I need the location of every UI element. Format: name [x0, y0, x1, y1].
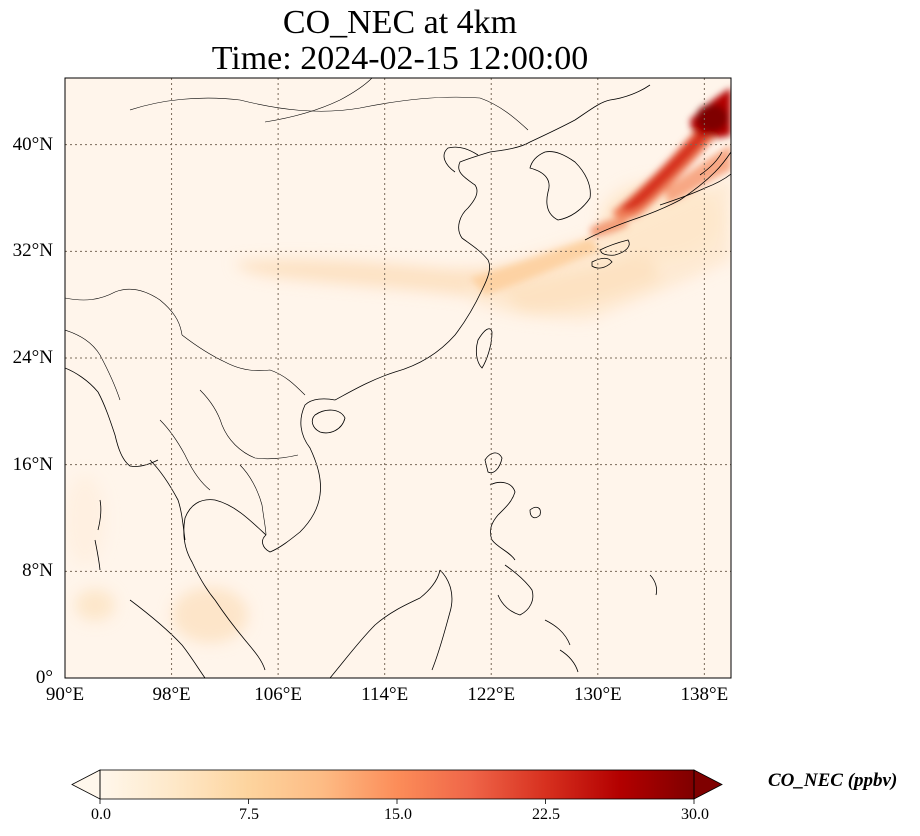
latitude-tick-label: 16°N	[12, 453, 53, 475]
longitude-tick-label: 122°E	[467, 684, 516, 705]
colorbar-gradient	[100, 770, 694, 799]
latitude-tick-label: 32°N	[12, 240, 53, 262]
colorbar-label: CO_NEC (ppbv)	[768, 770, 898, 791]
co-concentration-field	[65, 88, 731, 643]
latitude-tick-label: 8°N	[22, 560, 53, 582]
map-gridlines	[65, 78, 731, 678]
map-frame	[64, 77, 732, 679]
map-time-subtitle: Time: 2024-02-15 12:00:00	[211, 40, 589, 77]
colorbar-tick-label: 0.0	[91, 806, 111, 823]
colorbar-tick-label: 30.0	[681, 806, 709, 823]
map-background	[65, 78, 731, 678]
colorbar	[71, 769, 723, 804]
longitude-tick-label: 98°E	[152, 684, 191, 705]
colorbar-tick-label: 7.5	[239, 806, 259, 823]
longitude-tick-label: 114°E	[361, 684, 409, 705]
colorbar-extend-max	[693, 769, 723, 800]
longitude-tick-label: 138°E	[680, 684, 729, 705]
longitude-tick-label: 130°E	[573, 684, 622, 705]
colorbar-tick-label: 15.0	[384, 806, 412, 823]
colorbar-tick-label: 22.5	[532, 806, 560, 823]
colorbar-extend-min	[71, 769, 101, 800]
longitude-tick-label: 90°E	[45, 684, 85, 705]
coastlines	[65, 78, 731, 678]
longitude-tick-label: 106°E	[254, 684, 302, 705]
latitude-tick-label: 40°N	[12, 133, 53, 155]
latitude-tick-label: 24°N	[12, 347, 53, 368]
map-title: CO_NEC at 4km	[282, 4, 518, 41]
latitude-tick-label: 0°	[35, 667, 53, 688]
